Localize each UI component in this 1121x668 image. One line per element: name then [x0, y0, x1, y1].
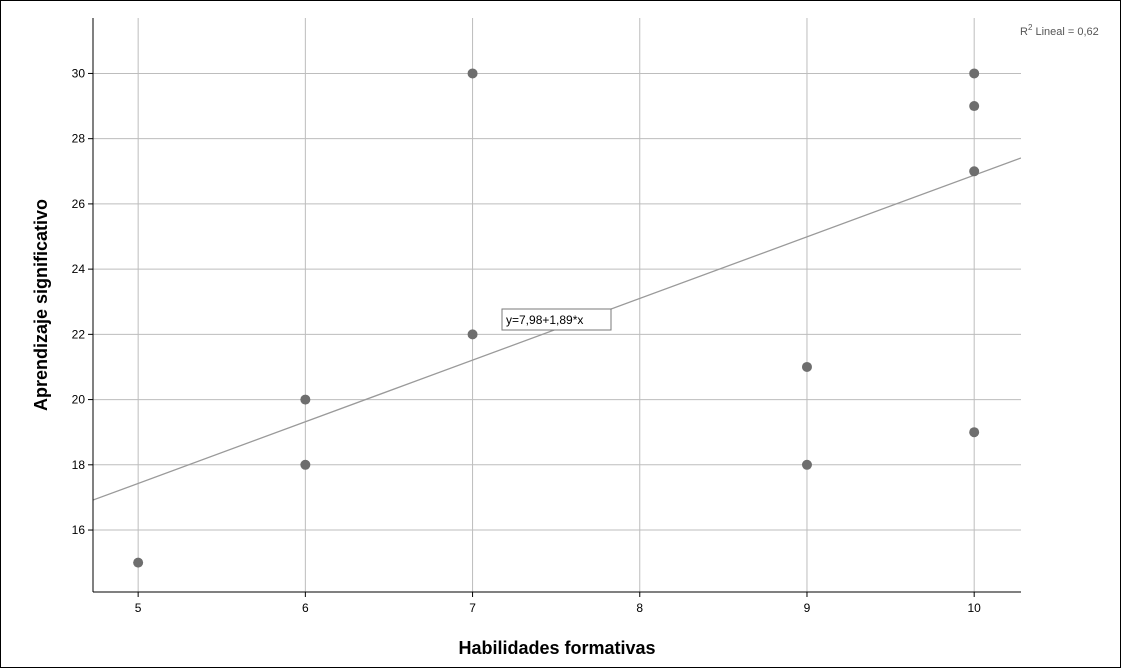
- y-tick-label: 20: [72, 393, 86, 407]
- y-tick-label: 28: [72, 132, 86, 146]
- r-squared-value: Lineal = 0,62: [1032, 26, 1098, 38]
- x-tick-label: 7: [469, 601, 476, 615]
- x-tick-label: 9: [804, 601, 811, 615]
- x-tick-label: 5: [135, 601, 142, 615]
- y-tick-label: 26: [72, 197, 86, 211]
- r-squared-superscript: 2: [1028, 23, 1033, 32]
- x-tick-labels: 5 6 7 8 9 10: [135, 601, 981, 615]
- fit-equation-label: y=7,98+1,89*x: [501, 308, 612, 331]
- x-tick-label: 8: [636, 601, 643, 615]
- y-tick-label: 16: [72, 523, 86, 537]
- x-axis-title: Habilidades formativas: [458, 638, 655, 658]
- x-tick-label: 6: [302, 601, 309, 615]
- data-point: [969, 101, 980, 112]
- data-point: [969, 68, 980, 79]
- data-point: [300, 394, 311, 405]
- data-point: [969, 166, 980, 177]
- data-point: [300, 459, 311, 470]
- y-tick-labels: 16 18 20 22 24 26 28 30: [72, 66, 86, 537]
- data-point: [801, 459, 812, 470]
- data-point: [467, 329, 478, 340]
- y-tick-label: 18: [72, 458, 86, 472]
- fit-equation-box: [501, 308, 612, 331]
- y-axis-title: Aprendizaje significativo: [31, 199, 51, 411]
- r-squared-prefix: R: [1020, 26, 1028, 38]
- y-tick-label: 22: [72, 327, 86, 341]
- data-point: [133, 557, 144, 568]
- axes: [88, 18, 1021, 597]
- x-tick-label: 10: [968, 601, 982, 615]
- data-point: [969, 427, 980, 438]
- data-points: [133, 68, 980, 568]
- r-squared-label: R2 Lineal = 0,62: [1020, 23, 1099, 38]
- data-point: [801, 361, 812, 372]
- y-tick-label: 30: [72, 66, 86, 80]
- y-tick-label: 24: [72, 262, 86, 276]
- fit-equation-text: y=7,98+1,89*x: [506, 313, 583, 327]
- gridlines: [93, 18, 1021, 592]
- data-point: [467, 68, 478, 79]
